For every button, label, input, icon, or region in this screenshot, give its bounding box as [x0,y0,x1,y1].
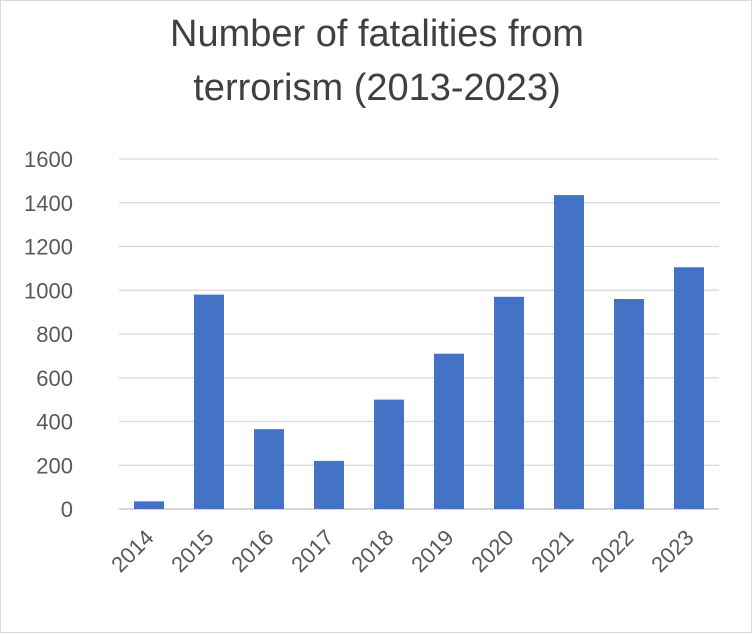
x-tick-label: 2018 [346,525,398,577]
chart-title-line-1: Number of fatalities from [170,13,584,55]
y-tick-label: 400 [36,410,73,435]
x-tick-label: 2014 [106,525,158,577]
bar [674,267,704,509]
y-tick-label: 1000 [24,278,73,303]
y-tick-label: 1400 [24,191,73,216]
bar [254,429,284,509]
bar [494,296,524,509]
chart-title-line-2: terrorism (2013-2023) [193,67,561,109]
y-tick-label: 800 [36,322,73,347]
x-tick-label: 2023 [646,525,698,577]
bar [314,460,344,509]
bar [614,299,644,509]
bar [194,294,224,509]
y-tick-label: 200 [36,453,73,478]
y-tick-label: 600 [36,366,73,391]
x-tick-label: 2019 [406,525,458,577]
x-tick-label: 2015 [166,525,218,577]
x-tick-label: 2021 [526,525,578,577]
bar [434,353,464,509]
x-tick-label: 2020 [466,525,518,577]
y-tick-label: 0 [61,497,73,522]
y-tick-label: 1200 [24,235,73,260]
x-tick-label: 2016 [226,525,278,577]
bar [374,399,404,509]
x-tick-label: 2017 [286,525,338,577]
bar [554,195,584,509]
bar [134,501,164,509]
x-tick-label: 2022 [586,525,638,577]
y-tick-label: 1600 [24,147,73,172]
chart-title: Number of fatalities from terrorism (201… [1,7,753,115]
